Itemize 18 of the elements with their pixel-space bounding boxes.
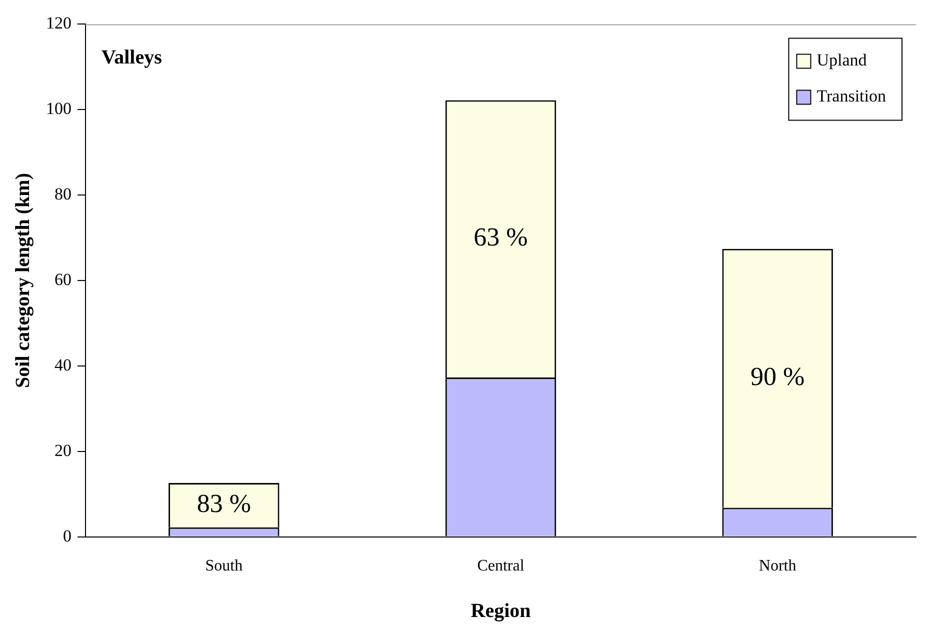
legend-label: Upland	[816, 50, 868, 70]
x-tick-label: North	[758, 558, 796, 575]
x-axis-title: Region	[470, 600, 531, 622]
x-tick-label: South	[205, 558, 243, 575]
x-tick-label: Central	[477, 558, 525, 575]
y-axis-title: Soil category length (km)	[12, 173, 34, 388]
annotation: 90 %	[750, 362, 805, 392]
y-tick-label: 60	[54, 270, 72, 289]
annotation: 63 %	[474, 222, 528, 252]
annotation: 83 %	[196, 489, 252, 518]
y-tick-label: 80	[54, 184, 72, 204]
y-tick-label: 40	[54, 355, 72, 374]
y-tick-label: 0	[63, 526, 72, 546]
y-tick-label: 120	[46, 14, 72, 33]
legend-label: Transition	[816, 86, 886, 106]
y-tick-label: 20	[54, 440, 72, 460]
text: Valleys	[102, 46, 162, 68]
y-tick-label: 100	[46, 99, 72, 118]
